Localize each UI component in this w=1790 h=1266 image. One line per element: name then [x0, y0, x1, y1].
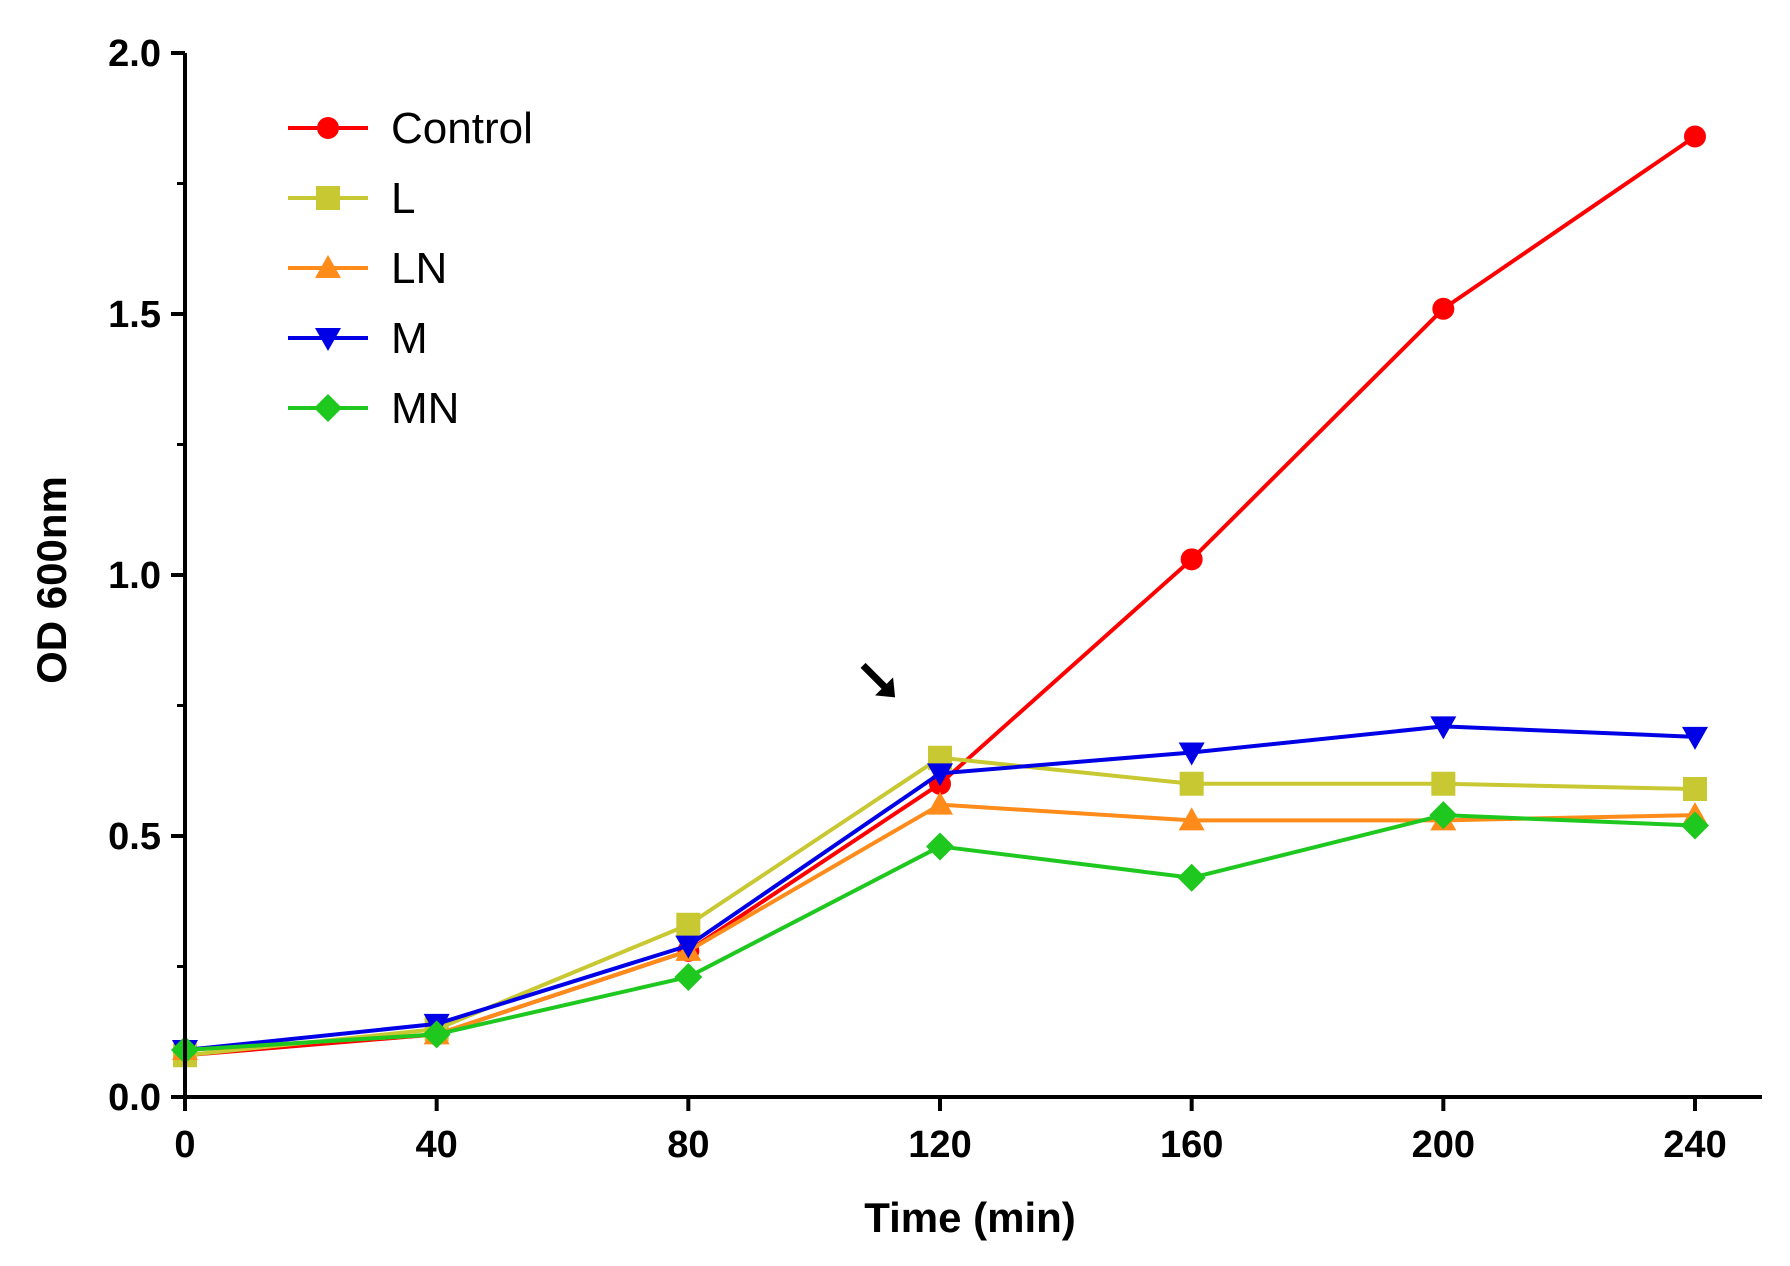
- x-tick-label: 200: [1412, 1124, 1475, 1166]
- data-point-m: [1430, 716, 1457, 740]
- legend-marker: [315, 328, 341, 351]
- data-point-l: [1683, 777, 1707, 802]
- legend-label: MN: [391, 384, 459, 433]
- data-point-control: [1432, 297, 1455, 320]
- y-tick-label: 0.5: [108, 816, 161, 858]
- legend-marker: [317, 117, 339, 139]
- data-point-m: [1682, 726, 1708, 750]
- x-tick-label: 160: [1160, 1124, 1223, 1166]
- data-point-m: [927, 763, 953, 787]
- axes: 0 40 80 120 160 200 240 0.0 0.5 1.0 1.5 2.0: [108, 33, 1762, 1166]
- legend-item-control: Control: [288, 104, 533, 153]
- data-point-ln: [1178, 807, 1205, 831]
- data-point-mn: [674, 962, 703, 991]
- y-tick-label: 1.0: [108, 555, 161, 597]
- series-m: [172, 716, 1708, 1064]
- arrow-icon: [860, 662, 896, 698]
- y-tick-label: 1.5: [108, 294, 161, 336]
- annotation-layer: [860, 662, 896, 698]
- legend-item-mn: MN: [288, 384, 459, 433]
- data-point-l: [1179, 771, 1204, 796]
- y-tick-label: 2.0: [108, 33, 161, 75]
- legend-marker: [314, 394, 342, 422]
- legend-item-m: M: [288, 314, 428, 363]
- data-point-mn: [1177, 863, 1206, 892]
- x-tick-label: 240: [1663, 1124, 1726, 1166]
- legend-marker: [316, 186, 340, 210]
- y-axis-title: OD 600nm: [28, 476, 75, 684]
- data-point-l: [1431, 771, 1456, 796]
- arrow-head: [875, 677, 896, 698]
- data-point-l: [676, 912, 701, 937]
- data-point-mn: [422, 1020, 451, 1049]
- x-tick-label: 80: [667, 1124, 709, 1166]
- x-tick-label: 120: [908, 1124, 971, 1166]
- data-point-mn: [1681, 811, 1709, 840]
- data-point-mn: [1429, 801, 1458, 830]
- arrow-shaft: [860, 662, 888, 690]
- legend-item-l: L: [288, 174, 415, 223]
- data-point-control: [1180, 548, 1203, 571]
- data-point-control: [1684, 125, 1706, 148]
- legend-label: M: [391, 314, 428, 363]
- data-point-m: [675, 935, 702, 959]
- legend-label: Control: [391, 104, 533, 153]
- x-tick-label: 0: [174, 1124, 195, 1166]
- legend: Control L LN M MN: [288, 104, 533, 433]
- legend-label: LN: [391, 244, 447, 293]
- y-tick-label: 0.0: [108, 1077, 161, 1119]
- legend-item-ln: LN: [288, 244, 447, 293]
- data-point-m: [1178, 742, 1205, 766]
- data-point-mn: [926, 832, 954, 861]
- series-mn: [171, 801, 1709, 1065]
- x-axis-title: Time (min): [864, 1194, 1076, 1241]
- plot-lines: [171, 125, 1709, 1068]
- legend-marker: [315, 255, 341, 278]
- legend-label: L: [391, 174, 415, 223]
- series-ln: [172, 791, 1708, 1061]
- data-point-ln: [927, 791, 953, 815]
- x-tick-label: 40: [416, 1124, 458, 1166]
